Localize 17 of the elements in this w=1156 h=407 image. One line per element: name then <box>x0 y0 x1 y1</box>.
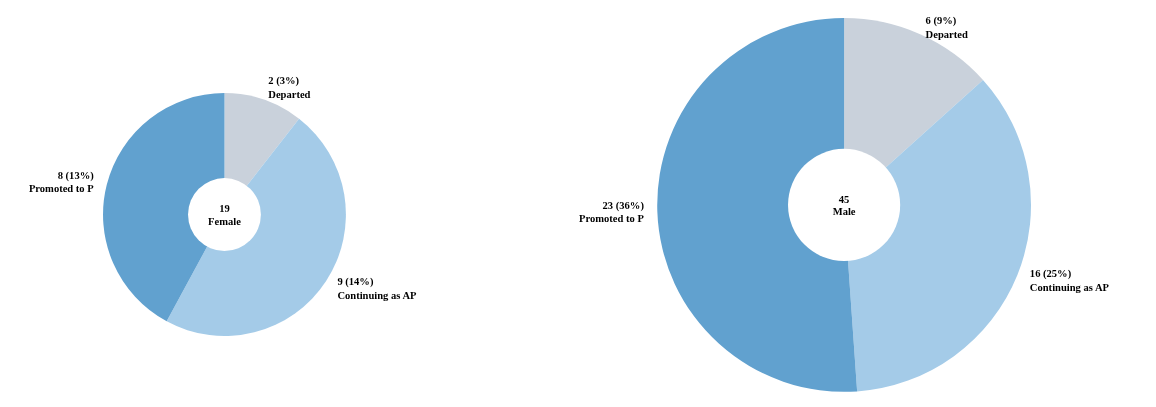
data-label: 23 (36%) <box>602 200 645 213</box>
data-label: 16 (25%) <box>1029 268 1072 281</box>
slice-label: Continuing as AP <box>1029 281 1110 293</box>
data-label: 6 (9%) <box>925 15 957 28</box>
text: 19 <box>219 203 230 215</box>
slice-label: Promoted to P <box>28 183 95 194</box>
slice-label: Departed <box>268 88 311 100</box>
slice-label: Departed <box>925 28 968 40</box>
text: Female <box>208 215 242 227</box>
text: 45 <box>838 193 850 205</box>
data-label: 9 (14%) <box>337 276 374 289</box>
text: Male <box>832 206 856 218</box>
data-label: 8 (13%) <box>57 169 95 182</box>
data-label: 2 (3%) <box>268 75 300 88</box>
slice-label: Promoted to P <box>579 213 645 225</box>
slice-label: Continuing as AP <box>337 289 418 301</box>
pie-slice <box>657 18 858 392</box>
